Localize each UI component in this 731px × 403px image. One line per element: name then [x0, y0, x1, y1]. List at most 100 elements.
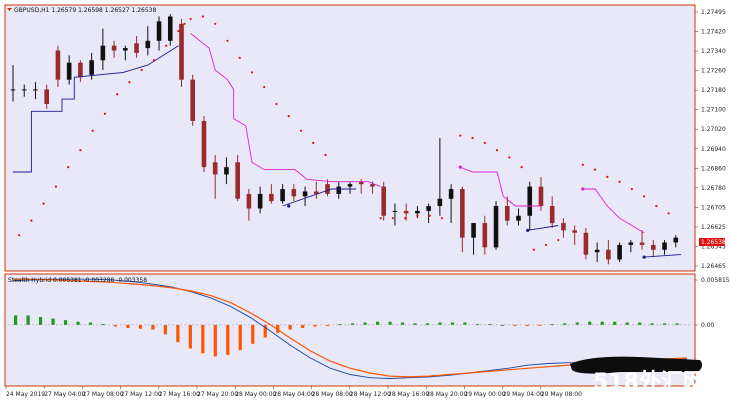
histogram-bar: [301, 324, 305, 329]
sar-dot: [532, 248, 535, 251]
oscillator-tick-label: 0.005815: [701, 277, 730, 284]
candle-body: [504, 206, 510, 221]
histogram-bar: [276, 324, 280, 333]
candle-body: [583, 232, 589, 255]
histogram-bar: [413, 323, 417, 325]
histogram-bar: [88, 322, 93, 325]
sar-dot: [391, 217, 394, 220]
candle-body: [370, 184, 375, 187]
histogram-bar: [588, 321, 592, 325]
price-tick-label: 1.27495: [701, 9, 726, 16]
price-axis: 1.27495 1.27420 1.27340 1.27260 1.27180 1.271…: [695, 9, 726, 270]
price-tick-label: 1.27100: [701, 107, 726, 114]
sar-dot: [152, 59, 156, 62]
price-panel[interactable]: GBPUSD,H1 1.26579 1.26598 1.26527 1.2653…: [4, 4, 696, 272]
histogram-bar: [563, 323, 567, 325]
sar-dot: [18, 234, 21, 237]
price-tick-label: 1.26625: [701, 224, 726, 231]
time-tick-label: 27 May 16:00: [159, 391, 200, 398]
sar-dot: [128, 81, 131, 84]
candle-body: [347, 184, 353, 187]
sar-dot: [379, 217, 382, 220]
price-tick-label: 1.26465: [701, 263, 726, 270]
candle-body: [549, 206, 555, 224]
candle-body: [594, 249, 600, 253]
candle-body: [257, 193, 263, 209]
sar-dot: [508, 156, 511, 159]
trail-upper-line: [190, 33, 381, 188]
oscillator-tick-label: 0.00: [701, 322, 715, 329]
histogram-bar: [625, 322, 629, 325]
time-tick-label: 29 May 04:00: [503, 391, 544, 398]
candle-body: [224, 167, 229, 175]
price-tick-label: 1.26780: [701, 185, 726, 192]
histogram-bar: [351, 323, 355, 325]
current-price-label: 1.26538: [701, 239, 726, 246]
histogram-bar: [338, 324, 342, 326]
candle-body: [291, 189, 297, 197]
sar-dot: [30, 219, 33, 222]
candle-body: [662, 242, 667, 250]
price-tick-label: 1.27420: [701, 29, 726, 36]
histogram-bar: [76, 321, 80, 325]
sar-dot: [226, 39, 229, 42]
histogram-bar: [263, 324, 267, 338]
sar-dot: [667, 212, 670, 215]
candle-body: [471, 223, 476, 238]
histogram-bar: [138, 324, 143, 329]
current-price-box: [699, 238, 725, 246]
candle-body: [437, 198, 443, 207]
candle-body: [325, 184, 330, 194]
candlestick-series: [10, 14, 679, 265]
sar-dot: [606, 175, 609, 178]
histogram-bar: [463, 322, 467, 325]
candle-body: [123, 48, 128, 51]
candle-body: [651, 244, 656, 250]
histogram-bar: [251, 324, 255, 344]
histogram-bar: [613, 321, 617, 325]
candle-body: [314, 191, 319, 194]
sar-dot: [428, 214, 431, 217]
histogram-bar: [575, 322, 579, 325]
trail-upper-line: [460, 166, 540, 207]
collapse-triangle-icon[interactable]: [7, 8, 12, 11]
histogram-bar: [113, 324, 118, 327]
histogram-bar: [63, 320, 68, 325]
candle-body: [460, 189, 465, 238]
parabolic-sar-series: [18, 15, 670, 251]
histogram-bar: [388, 321, 392, 325]
candle-body: [44, 89, 49, 104]
candle-body: [134, 43, 139, 53]
price-tick-label: 1.27260: [701, 68, 726, 75]
histogram-bar: [375, 321, 380, 325]
candle-body: [358, 181, 364, 185]
trail-lower-line: [13, 45, 179, 173]
sar-dot: [275, 102, 278, 106]
histogram-bar: [400, 322, 405, 325]
price-tick-label: 1.27340: [701, 48, 726, 55]
sar-dot: [140, 68, 143, 72]
time-tick-label: 29 May 00:00: [464, 391, 505, 398]
sar-dot: [655, 204, 658, 208]
trail-lower-line: [644, 254, 681, 258]
candle-body: [606, 249, 611, 260]
candle-body: [572, 230, 577, 233]
time-tick-label: 27 May 08:00: [82, 391, 123, 398]
oscillator-axis: 0.005815 0.00: [695, 277, 730, 329]
candle-body: [100, 45, 106, 61]
sar-dot: [630, 187, 633, 191]
trail-dot: [581, 187, 585, 191]
candle-body: [246, 193, 252, 209]
price-tick-label: 1.27020: [701, 126, 726, 133]
candle-body: [403, 210, 409, 214]
candle-body: [10, 89, 16, 91]
sar-dot: [287, 115, 290, 118]
histogram-bar: [675, 323, 679, 325]
histogram-bar: [438, 322, 442, 325]
time-tick-label: 28 May 00:00: [235, 391, 276, 398]
sar-dot: [593, 168, 597, 171]
candle-body: [617, 244, 622, 260]
symbol-header: GBPUSD,H1 1.26579 1.26598 1.26527 1.2653…: [14, 7, 156, 14]
sar-dot: [54, 185, 57, 188]
